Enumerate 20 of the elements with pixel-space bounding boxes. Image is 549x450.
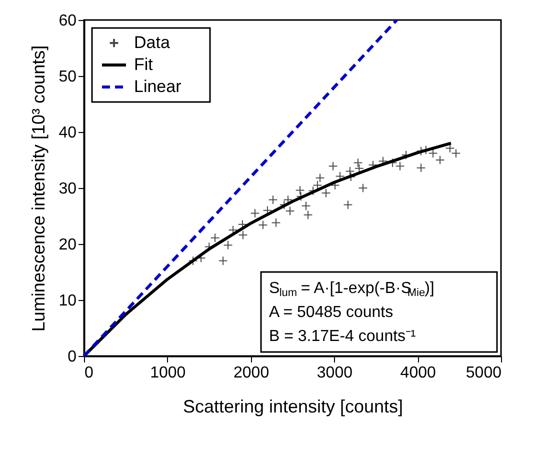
- annotation: B = 3.17E-4 counts⁻¹: [269, 328, 416, 345]
- y-tick-label: 20: [58, 236, 77, 254]
- x-axis-title: Scattering intensity [counts]: [182, 396, 404, 416]
- y-axis-title: Luminescence intensity [10³ counts]: [28, 45, 49, 332]
- annotation: A = 50485 counts: [269, 304, 394, 321]
- x-tick-label: 4000: [400, 364, 436, 382]
- y-tick-label: 0: [68, 348, 77, 366]
- y-tick-label: 50: [58, 68, 77, 86]
- legend-label: Linear: [134, 77, 182, 96]
- legend-label: Fit: [134, 55, 154, 74]
- x-tick-label: 2000: [234, 364, 270, 382]
- x-tick-label: 5000: [466, 364, 502, 382]
- x-tick-label: 1000: [150, 364, 186, 382]
- x-tick-label: 0: [84, 364, 94, 382]
- y-tick-label: 30: [58, 180, 77, 198]
- y-tick-label: 60: [58, 12, 77, 30]
- y-tick-label: 10: [58, 292, 77, 310]
- y-tick-label: 40: [58, 124, 77, 142]
- x-tick-label: 3000: [316, 364, 353, 382]
- legend-label: Data: [134, 33, 170, 52]
